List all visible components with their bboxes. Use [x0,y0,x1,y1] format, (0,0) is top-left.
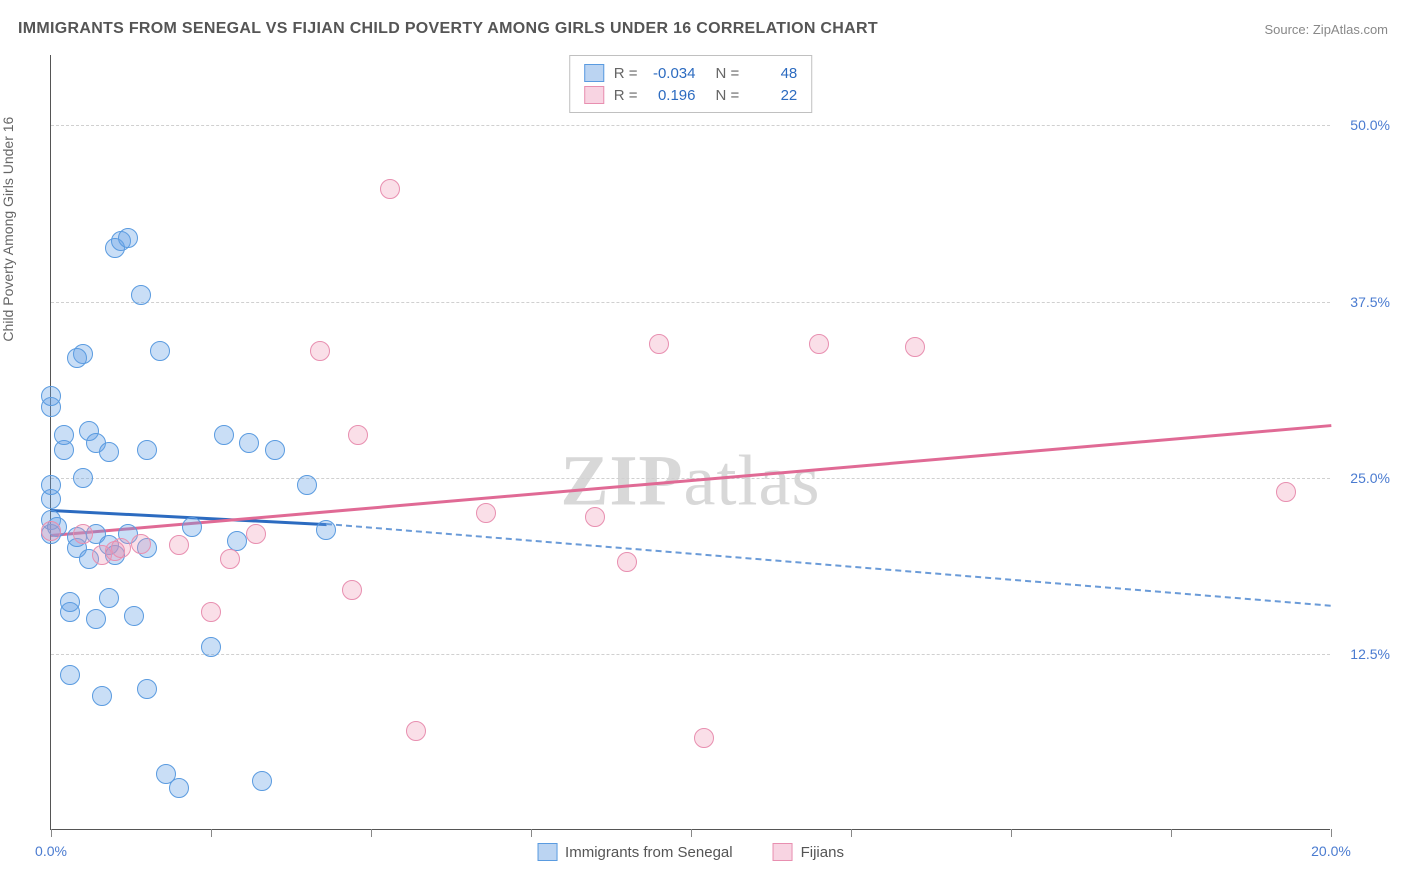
legend-series: Immigrants from Senegal Fijians [537,843,844,861]
data-point [169,778,189,798]
legend-item-fijians: Fijians [773,843,844,861]
gridline [51,302,1330,303]
data-point [265,440,285,460]
data-point [150,341,170,361]
x-tick [1331,829,1332,837]
legend-correlation: R = -0.034 N = 48 R = 0.196 N = 22 [569,55,813,113]
n-value-fijians: 22 [749,87,797,104]
r-label: R = [614,87,638,104]
r-value-senegal: -0.034 [648,65,696,82]
data-point [67,348,87,368]
n-label: N = [716,65,740,82]
data-point [585,507,605,527]
data-point [99,442,119,462]
data-point [617,552,637,572]
data-point [809,334,829,354]
data-point [137,679,157,699]
data-point [41,521,61,541]
legend-row-senegal: R = -0.034 N = 48 [584,62,798,84]
data-point [220,549,240,569]
data-point [73,468,93,488]
gridline [51,654,1330,655]
data-point [111,538,131,558]
data-point [131,534,151,554]
correlation-chart: IMMIGRANTS FROM SENEGAL VS FIJIAN CHILD … [0,0,1406,892]
data-point [239,433,259,453]
data-point [131,285,151,305]
data-point [348,425,368,445]
data-point [92,686,112,706]
trend-line [326,523,1331,607]
data-point [694,728,714,748]
data-point [54,425,74,445]
data-point [297,475,317,495]
data-point [246,524,266,544]
source-attribution: Source: ZipAtlas.com [1264,22,1388,37]
data-point [649,334,669,354]
data-point [73,524,93,544]
y-tick-label: 50.0% [1350,117,1390,133]
data-point [380,179,400,199]
data-point [342,580,362,600]
data-point [316,520,336,540]
data-point [182,517,202,537]
data-point [476,503,496,523]
legend-label-senegal: Immigrants from Senegal [565,844,733,861]
data-point [214,425,234,445]
gridline [51,125,1330,126]
data-point [86,609,106,629]
data-point [41,475,61,495]
x-tick [371,829,372,837]
data-point [310,341,330,361]
data-point [227,531,247,551]
data-point [1276,482,1296,502]
data-point [118,228,138,248]
data-point [201,602,221,622]
legend-row-fijians: R = 0.196 N = 22 [584,84,798,106]
plot-area: ZIPatlas R = -0.034 N = 48 R = 0.196 N =… [50,55,1330,830]
n-label: N = [716,87,740,104]
x-tick [51,829,52,837]
n-value-senegal: 48 [749,65,797,82]
r-value-fijians: 0.196 [648,87,696,104]
data-point [406,721,426,741]
data-point [137,440,157,460]
data-point [201,637,221,657]
y-tick-label: 25.0% [1350,470,1390,486]
data-point [60,592,80,612]
x-tick [1171,829,1172,837]
data-point [252,771,272,791]
data-point [99,588,119,608]
x-tick [531,829,532,837]
data-point [41,386,61,406]
data-point [169,535,189,555]
y-tick-label: 12.5% [1350,646,1390,662]
swatch-blue-icon [537,843,557,861]
swatch-pink-icon [584,86,604,104]
x-tick [1011,829,1012,837]
swatch-pink-icon [773,843,793,861]
x-tick-label: 20.0% [1311,843,1351,859]
data-point [124,606,144,626]
y-axis-label: Child Poverty Among Girls Under 16 [0,117,16,342]
x-tick [851,829,852,837]
legend-item-senegal: Immigrants from Senegal [537,843,733,861]
swatch-blue-icon [584,64,604,82]
r-label: R = [614,65,638,82]
x-tick [211,829,212,837]
y-tick-label: 37.5% [1350,294,1390,310]
x-tick [691,829,692,837]
data-point [905,337,925,357]
data-point [60,665,80,685]
chart-title: IMMIGRANTS FROM SENEGAL VS FIJIAN CHILD … [18,20,878,38]
legend-label-fijians: Fijians [801,844,844,861]
x-tick-label: 0.0% [35,843,67,859]
